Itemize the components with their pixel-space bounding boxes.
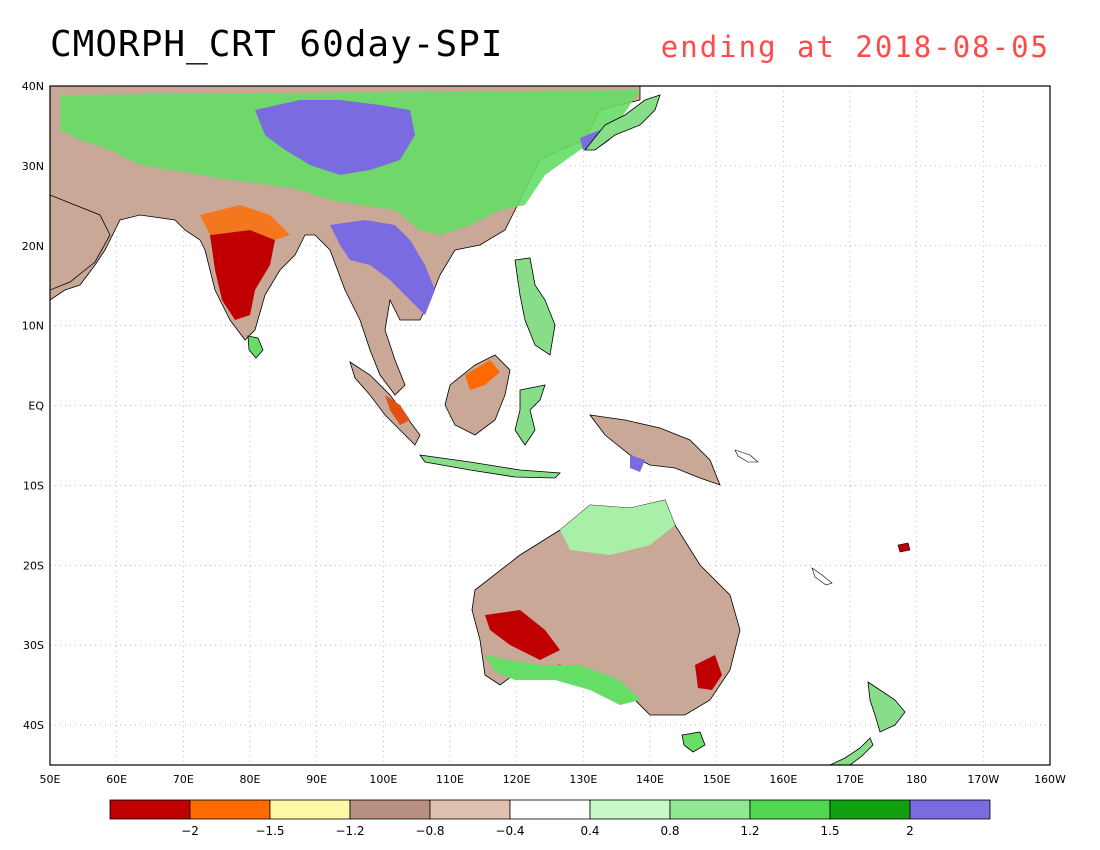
lon-tick-label: 90E bbox=[306, 773, 327, 786]
lat-tick-label: 30N bbox=[22, 160, 44, 173]
lon-tick-label: 160E bbox=[769, 773, 797, 786]
landmass-tasmania bbox=[681, 731, 706, 753]
colorbar-label: 0.8 bbox=[660, 824, 679, 838]
colorbar: −2 −1.5 −1.2 −0.8 −0.4 0.4 0.8 1.2 1.5 2 bbox=[109, 799, 991, 838]
lon-tick-label: 140E bbox=[636, 773, 664, 786]
colorbar-label: 1.5 bbox=[820, 824, 839, 838]
colorbar-label: −2 bbox=[181, 824, 199, 838]
colorbar-swatch bbox=[429, 799, 511, 820]
colorbar-label: −1.2 bbox=[335, 824, 364, 838]
landmass-newzealand-north bbox=[867, 681, 906, 733]
colorbar-label: −0.8 bbox=[415, 824, 444, 838]
wet-zone-newguinea bbox=[630, 455, 645, 472]
landmass-newzealand-south bbox=[829, 737, 874, 765]
lon-tick-label: 170W bbox=[967, 773, 999, 786]
colorbar-swatch bbox=[189, 799, 271, 820]
lat-tick-label: 20N bbox=[22, 240, 44, 253]
lon-tick-label: 160W bbox=[1034, 773, 1066, 786]
colorbar-label: 2 bbox=[906, 824, 914, 838]
dry-zone-australia-west bbox=[485, 610, 560, 660]
landmass-sulawesi bbox=[514, 384, 546, 446]
lat-tick-label: 30S bbox=[23, 639, 44, 652]
colorbar-swatch bbox=[669, 799, 751, 820]
wet-zone-australia-north bbox=[560, 500, 675, 555]
colorbar-swatch bbox=[589, 799, 671, 820]
landmass-arabia bbox=[50, 194, 111, 291]
dry-zone-sumatra bbox=[385, 395, 410, 425]
island-fiji bbox=[897, 542, 911, 553]
dry-zone-borneo bbox=[465, 360, 500, 390]
colorbar-swatch bbox=[909, 799, 991, 820]
colorbar-swatch bbox=[269, 799, 351, 820]
island-newcaledonia bbox=[811, 567, 833, 586]
lon-tick-label: 130E bbox=[569, 773, 597, 786]
lon-tick-label: 80E bbox=[240, 773, 261, 786]
lon-tick-label: 50E bbox=[40, 773, 61, 786]
landmass-srilanka bbox=[247, 335, 264, 359]
landmass-newguinea bbox=[589, 414, 721, 486]
landmass-australia bbox=[471, 499, 741, 716]
lat-tick-label: 40N bbox=[22, 80, 44, 93]
colorbar-swatch bbox=[509, 799, 591, 820]
lat-tick-label: EQ bbox=[28, 400, 44, 413]
lon-tick-label: 120E bbox=[503, 773, 531, 786]
dry-zone-india-orange bbox=[200, 205, 290, 240]
lat-axis-labels: 40N 30N 20N 10N EQ 10S 20S 30S 40S bbox=[22, 80, 45, 732]
landmass-philippines bbox=[514, 257, 556, 356]
map-subtitle: ending at 2018-08-05 bbox=[660, 30, 1050, 64]
map-title: CMORPH_CRT 60day-SPI bbox=[50, 24, 504, 65]
colorbar-label: 0.4 bbox=[580, 824, 599, 838]
very-wet-zone-china bbox=[255, 100, 415, 175]
plot-frame bbox=[49, 85, 1051, 766]
lat-tick-label: 10S bbox=[23, 479, 44, 492]
lon-axis-labels: 50E 60E 70E 80E 90E 100E 110E 120E 130E 140E 150E 1… bbox=[40, 773, 1067, 786]
colorbar-label: −0.4 bbox=[495, 824, 524, 838]
very-wet-zone-indochina bbox=[330, 220, 435, 315]
colorbar-label: 1.2 bbox=[740, 824, 759, 838]
dry-zone-australia-east bbox=[695, 655, 722, 690]
lon-tick-label: 100E bbox=[369, 773, 397, 786]
colorbar-swatch bbox=[349, 799, 431, 820]
landmass-japan bbox=[584, 94, 661, 151]
lat-tick-label: 10N bbox=[22, 320, 44, 333]
wet-zone-australia-south bbox=[485, 655, 640, 705]
colorbar-swatch bbox=[829, 799, 911, 820]
lat-tick-label: 40S bbox=[23, 719, 44, 732]
lon-tick-label: 70E bbox=[173, 773, 194, 786]
colorbar-swatch bbox=[749, 799, 831, 820]
colorbar-swatch bbox=[109, 799, 191, 820]
lon-tick-label: 110E bbox=[436, 773, 464, 786]
lon-tick-label: 180 bbox=[906, 773, 927, 786]
land-layer bbox=[50, 86, 911, 765]
island-solomon bbox=[734, 449, 759, 463]
landmass-java bbox=[419, 454, 561, 479]
lon-tick-label: 170E bbox=[836, 773, 864, 786]
dry-zone-india bbox=[210, 230, 275, 320]
colorbar-label: −1.5 bbox=[255, 824, 284, 838]
landmass-sumatra bbox=[349, 361, 421, 446]
lon-tick-label: 60E bbox=[106, 773, 127, 786]
lat-tick-label: 20S bbox=[23, 559, 44, 572]
lon-tick-label: 150E bbox=[703, 773, 731, 786]
